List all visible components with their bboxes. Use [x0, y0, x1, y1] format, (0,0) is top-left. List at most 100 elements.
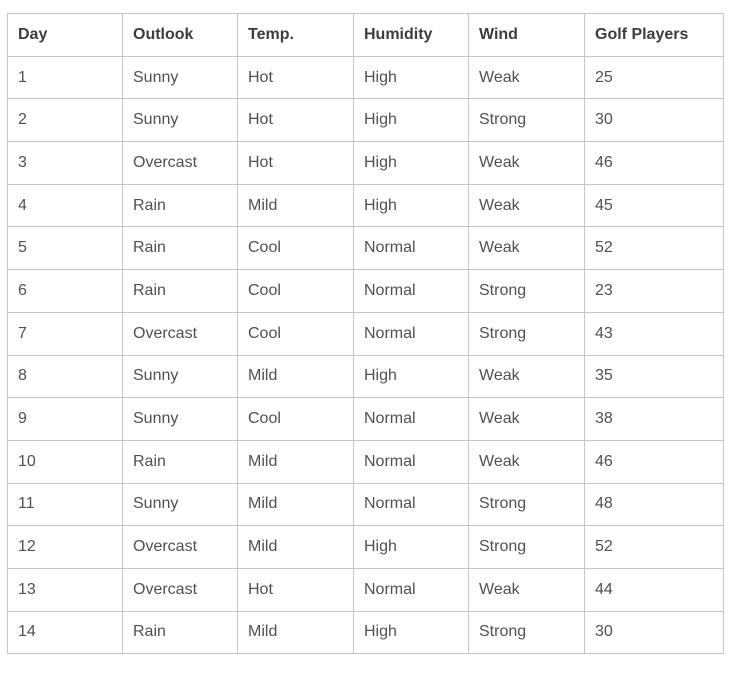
cell-temp: Cool	[237, 311, 354, 356]
cell-humidity: Normal	[353, 567, 469, 612]
table-row: 7 Overcast Cool Normal Strong 43	[7, 311, 724, 356]
cell-day: 14	[7, 610, 123, 655]
cell-golf-players: 30	[584, 610, 724, 655]
header-humidity: Humidity	[353, 13, 469, 57]
cell-wind: Weak	[468, 397, 585, 441]
cell-temp: Mild	[237, 610, 354, 655]
table-row: 6 Rain Cool Normal Strong 23	[7, 269, 724, 313]
cell-temp: Mild	[237, 439, 354, 484]
cell-day: 7	[7, 311, 123, 356]
cell-outlook: Sunny	[122, 354, 238, 399]
table-row: 13 Overcast Hot Normal Weak 44	[7, 567, 724, 612]
cell-day: 12	[7, 525, 123, 569]
cell-outlook: Rain	[122, 439, 238, 484]
cell-wind: Strong	[468, 482, 585, 527]
table-row: 14 Rain Mild High Strong 30	[7, 610, 724, 655]
cell-wind: Weak	[468, 354, 585, 399]
cell-humidity: Normal	[353, 269, 469, 313]
cell-golf-players: 48	[584, 482, 724, 527]
table-row: 1 Sunny Hot High Weak 25	[7, 55, 724, 100]
header-outlook: Outlook	[122, 13, 238, 57]
cell-golf-players: 30	[584, 98, 724, 143]
cell-wind: Weak	[468, 55, 585, 100]
cell-outlook: Overcast	[122, 311, 238, 356]
cell-wind: Strong	[468, 311, 585, 356]
cell-humidity: Normal	[353, 482, 469, 527]
cell-temp: Mild	[237, 525, 354, 569]
cell-temp: Hot	[237, 55, 354, 100]
cell-wind: Weak	[468, 183, 585, 228]
header-day: Day	[7, 13, 123, 57]
cell-humidity: Normal	[353, 226, 469, 271]
cell-day: 3	[7, 141, 123, 185]
cell-day: 6	[7, 269, 123, 313]
cell-outlook: Rain	[122, 226, 238, 271]
table-row: 3 Overcast Hot High Weak 46	[7, 141, 724, 185]
cell-golf-players: 35	[584, 354, 724, 399]
golf-players-table: Day Outlook Temp. Humidity Wind Golf Pla…	[7, 13, 724, 655]
cell-day: 2	[7, 98, 123, 143]
cell-temp: Cool	[237, 226, 354, 271]
cell-wind: Strong	[468, 269, 585, 313]
cell-temp: Hot	[237, 141, 354, 185]
cell-golf-players: 23	[584, 269, 724, 313]
cell-outlook: Sunny	[122, 482, 238, 527]
cell-wind: Weak	[468, 567, 585, 612]
table-row: 12 Overcast Mild High Strong 52	[7, 525, 724, 569]
cell-golf-players: 38	[584, 397, 724, 441]
cell-golf-players: 25	[584, 55, 724, 100]
cell-golf-players: 52	[584, 525, 724, 569]
cell-humidity: High	[353, 98, 469, 143]
cell-wind: Strong	[468, 98, 585, 143]
table-row: 10 Rain Mild Normal Weak 46	[7, 439, 724, 484]
cell-temp: Cool	[237, 269, 354, 313]
cell-wind: Weak	[468, 141, 585, 185]
cell-golf-players: 45	[584, 183, 724, 228]
cell-outlook: Sunny	[122, 98, 238, 143]
table-row: 9 Sunny Cool Normal Weak 38	[7, 397, 724, 441]
cell-day: 11	[7, 482, 123, 527]
cell-golf-players: 43	[584, 311, 724, 356]
table-row: 8 Sunny Mild High Weak 35	[7, 354, 724, 399]
cell-temp: Cool	[237, 397, 354, 441]
cell-outlook: Sunny	[122, 397, 238, 441]
cell-day: 13	[7, 567, 123, 612]
cell-humidity: High	[353, 525, 469, 569]
cell-humidity: Normal	[353, 439, 469, 484]
table-row: 4 Rain Mild High Weak 45	[7, 183, 724, 228]
cell-golf-players: 46	[584, 439, 724, 484]
cell-outlook: Overcast	[122, 525, 238, 569]
cell-day: 10	[7, 439, 123, 484]
cell-wind: Strong	[468, 610, 585, 655]
cell-outlook: Overcast	[122, 567, 238, 612]
cell-day: 9	[7, 397, 123, 441]
cell-temp: Mild	[237, 482, 354, 527]
cell-day: 5	[7, 226, 123, 271]
cell-golf-players: 46	[584, 141, 724, 185]
cell-temp: Hot	[237, 98, 354, 143]
cell-humidity: High	[353, 610, 469, 655]
cell-outlook: Rain	[122, 183, 238, 228]
header-golf-players: Golf Players	[584, 13, 724, 57]
table-row: 5 Rain Cool Normal Weak 52	[7, 226, 724, 271]
cell-wind: Weak	[468, 439, 585, 484]
cell-day: 8	[7, 354, 123, 399]
header-temp: Temp.	[237, 13, 354, 57]
cell-humidity: High	[353, 55, 469, 100]
cell-outlook: Overcast	[122, 141, 238, 185]
cell-golf-players: 44	[584, 567, 724, 612]
cell-temp: Mild	[237, 183, 354, 228]
table-row: 11 Sunny Mild Normal Strong 48	[7, 482, 724, 527]
cell-wind: Weak	[468, 226, 585, 271]
cell-humidity: High	[353, 141, 469, 185]
header-wind: Wind	[468, 13, 585, 57]
table-container: Day Outlook Temp. Humidity Wind Golf Pla…	[7, 13, 724, 655]
cell-humidity: Normal	[353, 311, 469, 356]
table-header-row: Day Outlook Temp. Humidity Wind Golf Pla…	[7, 13, 724, 57]
cell-temp: Hot	[237, 567, 354, 612]
cell-wind: Strong	[468, 525, 585, 569]
cell-humidity: Normal	[353, 397, 469, 441]
cell-golf-players: 52	[584, 226, 724, 271]
cell-outlook: Sunny	[122, 55, 238, 100]
table-row: 2 Sunny Hot High Strong 30	[7, 98, 724, 143]
